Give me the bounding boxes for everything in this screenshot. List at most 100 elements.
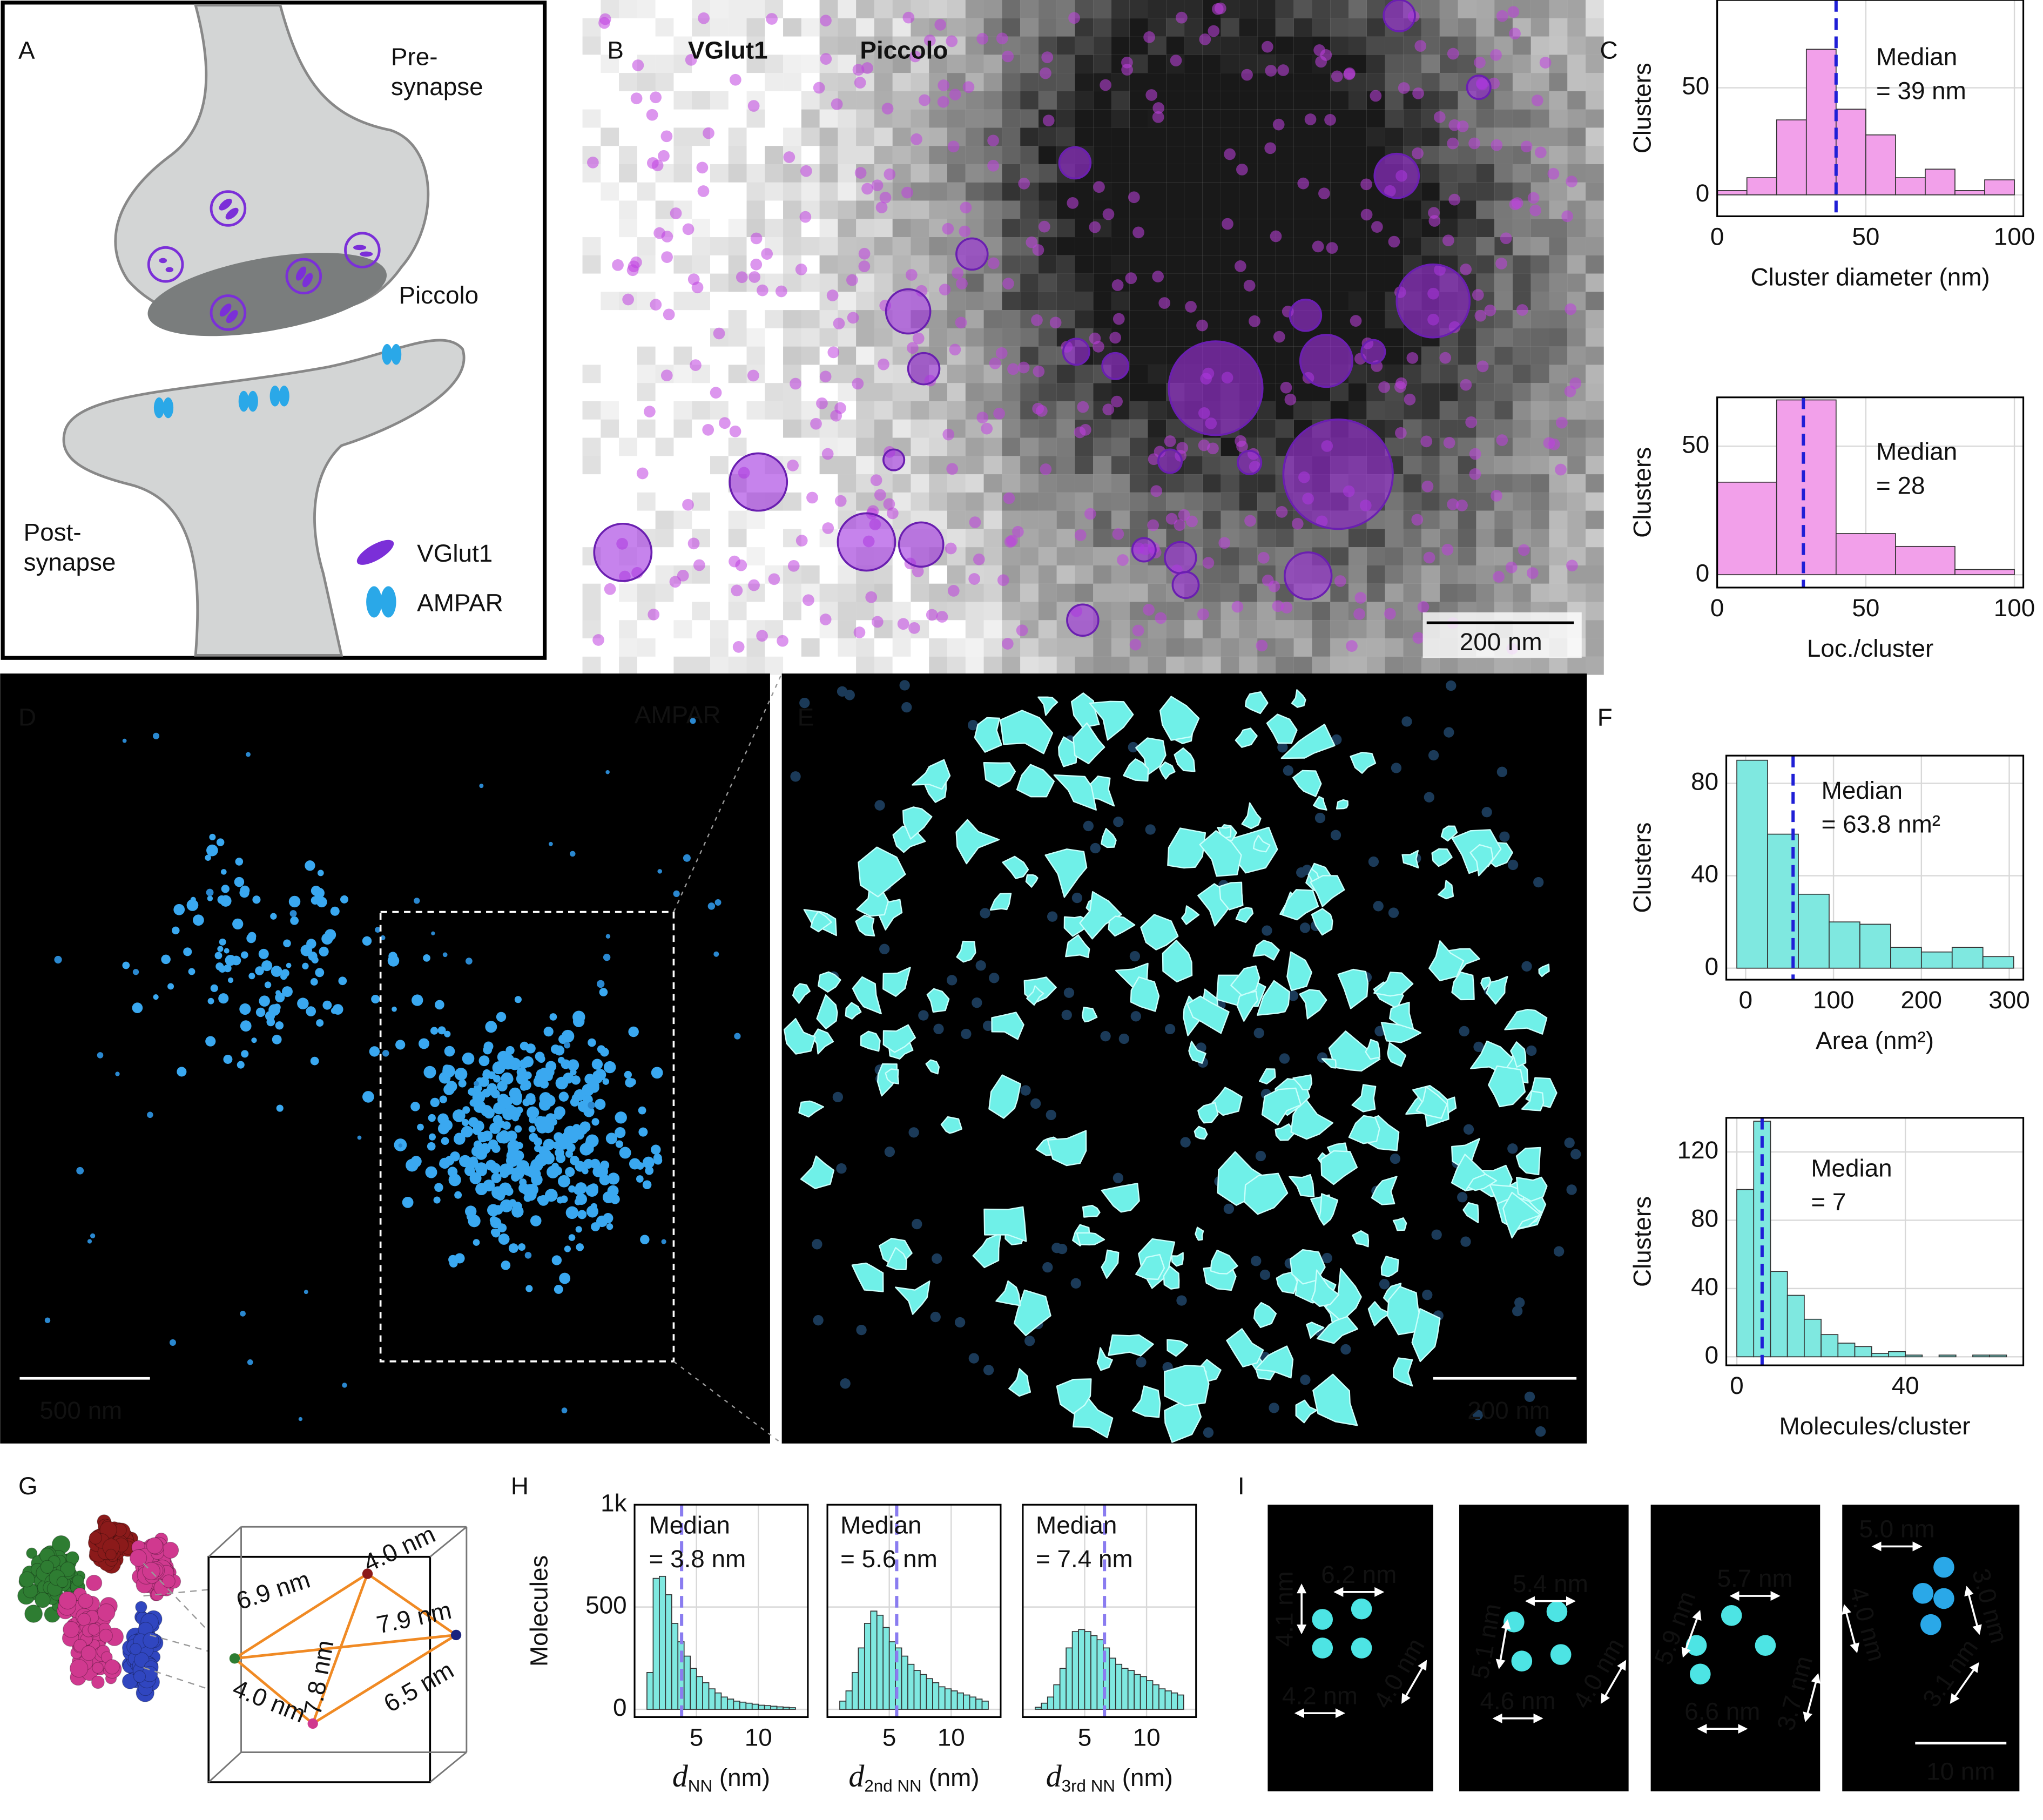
pixel: [637, 346, 656, 365]
pixel: [728, 146, 747, 164]
pixel: [1020, 492, 1039, 511]
pixel: [1293, 18, 1312, 37]
pixel: [1002, 510, 1021, 529]
histogram-bar: [652, 1578, 660, 1710]
cluster: [1096, 1347, 1113, 1371]
localization: [186, 899, 199, 911]
localization: [987, 134, 999, 147]
pixel: [1056, 91, 1075, 110]
localization: [661, 1239, 666, 1244]
atom: [70, 1659, 89, 1678]
localization: [235, 858, 244, 866]
pixel: [710, 620, 729, 639]
pixel: [892, 492, 911, 511]
pixel: [619, 620, 637, 639]
pixel: [1549, 346, 1568, 365]
pixel: [1075, 255, 1094, 274]
pixel: [619, 0, 637, 18]
pixel: [947, 328, 966, 347]
pixel: [1494, 182, 1513, 201]
localization: [564, 1245, 571, 1252]
localization: [297, 997, 309, 1009]
localization: [1074, 426, 1086, 439]
localization: [836, 1163, 847, 1174]
cluster: [1286, 951, 1312, 992]
pixel: [1330, 310, 1348, 328]
localization: [1379, 1279, 1390, 1290]
localization: [423, 954, 430, 962]
pixel: [1093, 529, 1111, 548]
localization: [1012, 525, 1024, 538]
histogram-bar: [1047, 1696, 1055, 1710]
cluster: [1209, 1087, 1243, 1116]
axes-frame: [826, 1504, 1002, 1718]
localization: [454, 1068, 468, 1081]
localization: [1186, 515, 1198, 528]
pixel: [965, 638, 984, 657]
localization: [967, 720, 979, 731]
localization: [1398, 82, 1410, 94]
pixel: [601, 182, 619, 201]
localization: [527, 1184, 538, 1196]
localization: [1360, 178, 1372, 191]
pixel: [856, 146, 874, 164]
pixel: [1330, 529, 1348, 548]
cluster: [1257, 980, 1290, 1016]
pixel: [1075, 36, 1094, 55]
pixel: [1439, 164, 1458, 183]
localization: [587, 157, 599, 168]
localization: [1394, 381, 1406, 393]
atom: [89, 1531, 103, 1545]
pixel: [1348, 36, 1367, 55]
pixel: [1202, 164, 1221, 183]
pixel: [1020, 565, 1039, 584]
pixel: [1111, 0, 1130, 18]
pixel: [1002, 219, 1021, 238]
pixel: [1275, 182, 1294, 201]
atom: [18, 1571, 35, 1588]
localization: [414, 898, 420, 904]
pixel: [1366, 109, 1385, 128]
pixel: [1184, 638, 1203, 657]
atom: [135, 1601, 147, 1613]
localization: [173, 904, 185, 915]
localization: [1262, 574, 1274, 587]
pixel: [1366, 565, 1385, 584]
panel-letter: H: [511, 1472, 529, 1500]
localization: [240, 1020, 252, 1032]
pixel: [1439, 146, 1458, 164]
localization: [933, 1023, 944, 1034]
cluster: [1044, 848, 1088, 898]
cluster: [1079, 891, 1122, 940]
pixel: [892, 383, 911, 401]
localization: [707, 902, 716, 910]
localization: [1061, 1009, 1072, 1021]
pixel: [1093, 255, 1111, 274]
pixel: [1148, 310, 1167, 328]
localization: [311, 896, 320, 905]
localization: [511, 1205, 524, 1218]
atom: [104, 1659, 120, 1675]
pixel: [947, 18, 966, 37]
localization: [729, 73, 741, 86]
pixel: [1166, 492, 1185, 511]
pixel: [1275, 91, 1294, 110]
pixel: [1586, 547, 1604, 565]
localization: [870, 474, 882, 487]
pixel: [1549, 292, 1568, 311]
localization: [219, 938, 226, 946]
pixel: [1586, 437, 1604, 456]
pixel: [1366, 620, 1385, 639]
localization: [628, 1078, 636, 1086]
pixel: [1184, 182, 1203, 201]
localization: [750, 258, 763, 271]
histogram-bar: [870, 1610, 878, 1710]
pixel: [911, 456, 929, 475]
localization: [1117, 554, 1129, 566]
localization: [615, 1140, 623, 1148]
localization: [942, 428, 955, 441]
pixel: [1476, 18, 1495, 37]
pixel: [874, 0, 893, 18]
pixel: [1129, 310, 1148, 328]
pixel: [1549, 529, 1568, 548]
